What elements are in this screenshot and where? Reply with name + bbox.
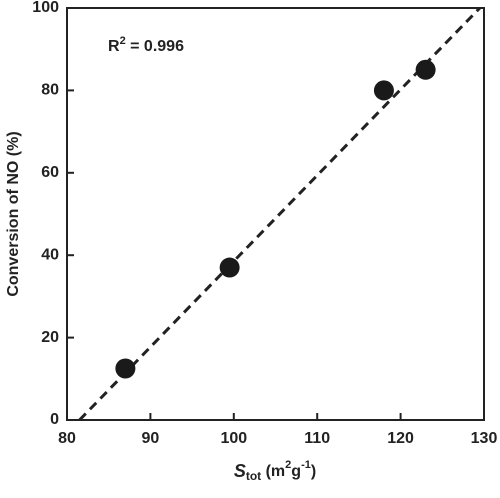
data-point — [415, 59, 436, 80]
x-label-part: (m — [261, 463, 285, 480]
y-tick-label: 20 — [41, 329, 59, 346]
x-tick-label: 110 — [304, 430, 330, 447]
x-label-part: S — [234, 461, 246, 481]
y-tick-label: 40 — [41, 246, 59, 263]
x-tick-label: 100 — [220, 430, 247, 447]
y-tick-label: 0 — [50, 411, 59, 428]
data-point — [373, 80, 394, 101]
plot-frame — [66, 7, 485, 421]
x-label-sup: 2 — [285, 459, 291, 471]
x-tick-label: 130 — [471, 430, 498, 447]
annotation: R2 = 0.996 — [108, 35, 184, 55]
data-point — [219, 257, 240, 278]
x-label-sup: -1 — [301, 459, 311, 471]
x-label-sub: tot — [246, 469, 261, 483]
x-label-part: g — [291, 463, 301, 480]
annotation-text: = 0.996 — [126, 38, 184, 55]
annotation-text: R — [108, 38, 120, 55]
data-point — [115, 358, 136, 379]
x-tick-label: 120 — [387, 430, 414, 447]
x-tick-label: 80 — [58, 430, 76, 447]
annotation-sup: 2 — [120, 35, 126, 47]
y-axis-label: Conversion of NO (%) — [5, 131, 22, 296]
y-tick-label: 60 — [41, 164, 59, 181]
y-tick-label: 80 — [41, 82, 59, 99]
fit-line — [78, 6, 481, 422]
x-tick-label: 90 — [142, 430, 160, 447]
x-axis-label: Stot (m2g-1) — [234, 459, 316, 483]
y-tick-label: 100 — [32, 0, 59, 16]
x-label-part: ) — [311, 463, 316, 480]
